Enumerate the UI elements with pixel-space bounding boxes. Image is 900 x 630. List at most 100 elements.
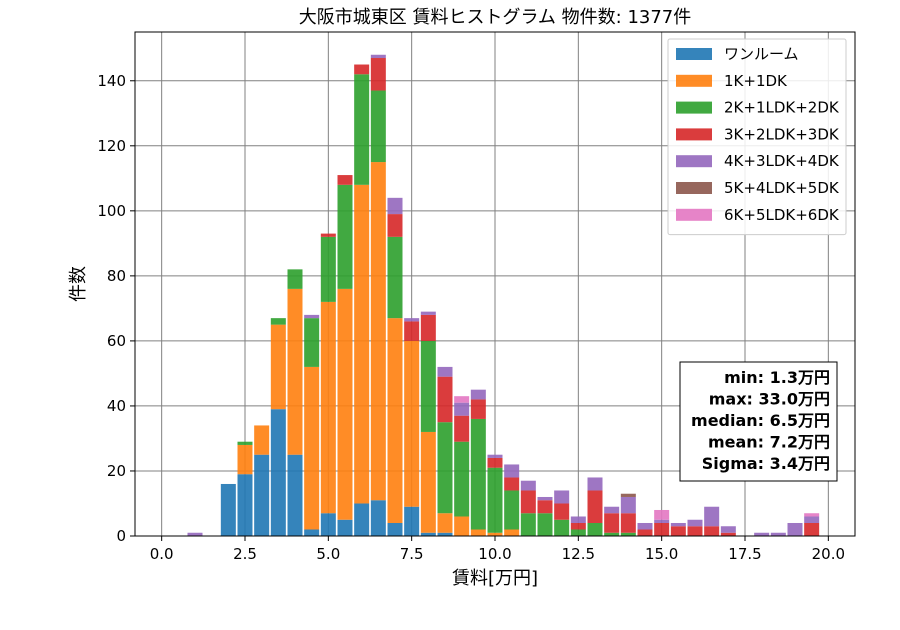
bar-segment-s2-b21 [554,519,570,536]
bar-segment-s4-b19 [520,480,536,491]
legend-label: ワンルーム [724,45,799,63]
bar-segment-s3-b12 [404,321,420,341]
bar-segment-s1-b12 [404,340,420,507]
bar-segment-s4-b23 [587,477,603,491]
bar-segment-s4-b14 [437,366,453,377]
legend-frame [667,38,847,236]
x-tick-label: 15.0 [645,545,678,563]
bar-segment-s4-b16 [470,389,486,400]
bar-segment-s3-b27 [654,522,670,536]
bar-segment-s3-b26 [637,529,653,536]
bar-segment-s1-b14 [437,513,453,533]
x-tick-label: 7.5 [400,545,424,563]
bar-segment-s4-b33 [770,532,786,536]
bar-segment-s3-b24 [604,513,620,533]
y-tick-label: 40 [107,397,126,415]
bar-segment-s4-b32 [754,532,770,536]
bar-segment-s3-b11 [387,214,403,237]
legend-swatch [676,128,712,141]
bar-segment-s2-b14 [437,422,453,514]
legend-label: 3K+2LDK+3DK [724,125,840,143]
bar-segment-s0-b2 [237,474,253,536]
bar-segment-s1-b15 [454,516,470,536]
bar-segment-s0-b8 [337,519,353,536]
bar-segment-s2-b19 [520,513,536,536]
bar-segment-s0-b14 [437,532,453,536]
bar-segment-s1-b3 [254,425,270,455]
ticks: 0.0 2.5 5.0 7.5 10.0 12.5 15.0 17.5 20.0 0 20 40 60 8… [97,72,845,563]
bar-segment-s3-b20 [537,500,553,514]
stats-box: min: 1.3万円 max: 33.0万円 median: 6.5万円 mean: … [679,361,838,482]
y-axis-label: 件数 [68,266,89,302]
bar-segment-s2-b23 [587,522,603,536]
legend-swatch [676,208,712,221]
bar-segment-s3-b7 [320,233,336,237]
stats-frame [679,361,838,482]
bar-segment-s1-b17 [487,532,503,536]
bar-segment-s0-b7 [320,513,336,536]
legend-label: 4K+3LDK+4DK [724,152,840,170]
bar-segment-s4-b20 [537,496,553,501]
bar-segment-s4-b31 [720,526,736,533]
y-tick-label: 20 [107,462,126,480]
bar-segment-s3-b13 [420,314,436,341]
bar-segment-s4-b21 [554,490,570,504]
bar-segment-s1-b10 [370,162,386,501]
bar-segment-s3-b31 [720,532,736,536]
bar-segment-s0-b3 [254,454,270,536]
bar-segment-s0-b5 [287,454,303,536]
bar-segment-s2-b10 [370,90,386,163]
bar-segment-s6-b35 [804,513,820,517]
x-tick-label: 10.0 [478,545,511,563]
bar-segment-s2-b4 [270,318,286,325]
legend-label: 2K+1LDK+2DK [724,99,840,117]
bar-segment-s2-b17 [487,467,503,533]
stats-line: min: 1.3万円 [724,368,830,387]
bar-segment-s1-b11 [387,318,403,523]
bar-segment-s0-b13 [420,532,436,536]
bar-segment-s4-b13 [420,311,436,315]
bar-segment-s6-b15 [454,396,470,403]
bar-segment-s4-b29 [687,519,703,527]
bar-segment-s1-b8 [337,288,353,520]
y-tick-label: 80 [107,267,126,285]
bar-segment-s4-b11 [387,197,403,215]
x-tick-label: 5.0 [316,545,340,563]
bar-segment-s2-b13 [420,340,436,432]
bar-segment-s3-b10 [370,58,386,91]
y-tick-label: 0 [116,527,126,545]
bar-segment-s0-b4 [270,409,286,536]
bar-segment-s2-b18 [504,490,520,530]
bar-segment-s2-b20 [537,513,553,536]
chart-title: 大阪市城東区 賃料ヒストグラム 物件数: 1377件 [299,7,692,28]
bar-segment-s2-b22 [570,529,586,536]
legend: ワンルーム 1K+1DK 2K+1LDK+2DK 3K+2LDK+3DK 4K+3LDK… [667,38,847,236]
bar-segment-s4-b30 [704,506,720,527]
bar-segment-s3-b28 [670,526,686,536]
stats-line: mean: 7.2万円 [708,433,830,452]
legend-label: 5K+4LDK+5DK [724,179,840,197]
bar-segment-s4-b22 [570,516,586,523]
bar-segment-s4-b0 [187,532,203,536]
bar-segment-s3-b18 [504,477,520,491]
legend-swatch [676,74,712,87]
bar-segment-s2-b11 [387,236,403,319]
bar-segment-s4-b15 [454,402,470,416]
bar-segment-s3-b14 [437,376,453,423]
x-tick-label: 2.5 [233,545,257,563]
bar-segment-s3-b17 [487,457,503,468]
stats-line: Sigma: 3.4万円 [702,454,830,473]
bar-segment-s4-b35 [804,516,820,523]
bar-segment-s5-b25 [620,493,636,497]
bars [187,54,820,536]
legend-label: 6K+5LDK+6DK [724,206,840,224]
bar-segment-s3-b22 [570,522,586,530]
bar-segment-s2-b16 [470,418,486,530]
bar-segment-s1-b7 [320,301,336,514]
bar-segment-s2-b8 [337,184,353,289]
bar-segment-s4-b12 [404,318,420,322]
bar-segment-s2-b15 [454,441,470,517]
bar-segment-s3-b25 [620,513,636,533]
bar-segment-s4-b27 [654,519,670,523]
